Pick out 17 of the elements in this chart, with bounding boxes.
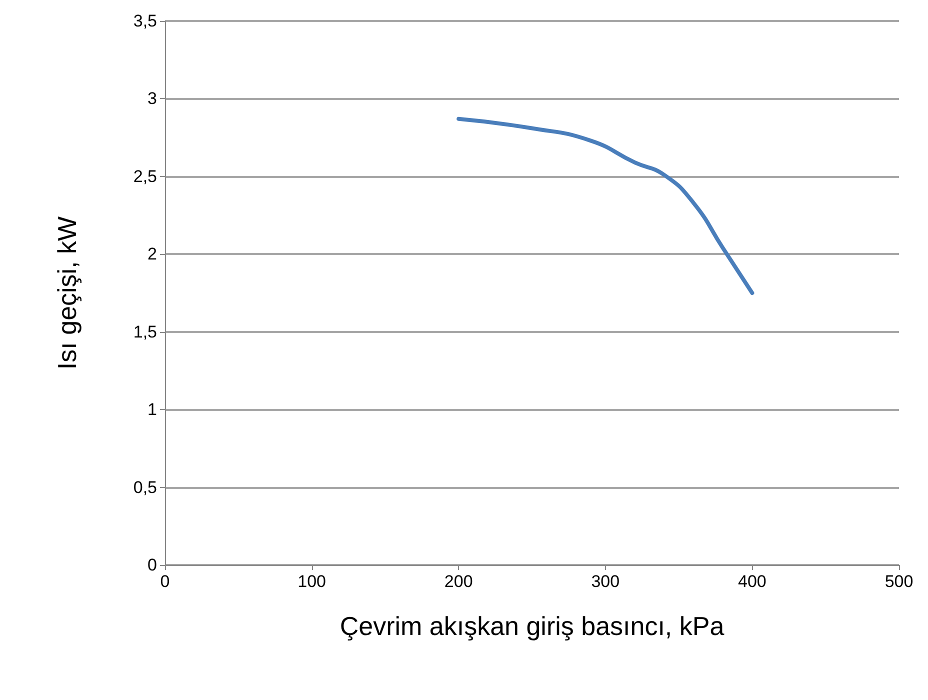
x-tick-label: 100 (298, 572, 326, 591)
x-tick-label: 400 (738, 572, 766, 591)
x-tick-label: 200 (444, 572, 473, 591)
y-tick-label: 1,5 (133, 322, 157, 342)
x-tick-label: 0 (160, 572, 170, 591)
y-tick-label: 3,5 (133, 12, 157, 30)
x-tick-label: 500 (884, 572, 914, 591)
y-tick-label: 2,5 (133, 166, 157, 186)
x-tick-label: 300 (591, 572, 620, 591)
y-tick-label: 0,5 (133, 478, 157, 497)
x-axis-title: Çevrim akışkan giriş basıncı, kPa (340, 611, 725, 641)
y-tick-label: 0 (148, 556, 157, 574)
y-tick-label: 1 (148, 400, 157, 420)
line-series (456, 116, 754, 295)
y-axis-title: Isı geçişi, kW (52, 216, 82, 370)
y-tick-label: 2 (148, 244, 157, 264)
y-tick-label: 3 (148, 89, 157, 108)
